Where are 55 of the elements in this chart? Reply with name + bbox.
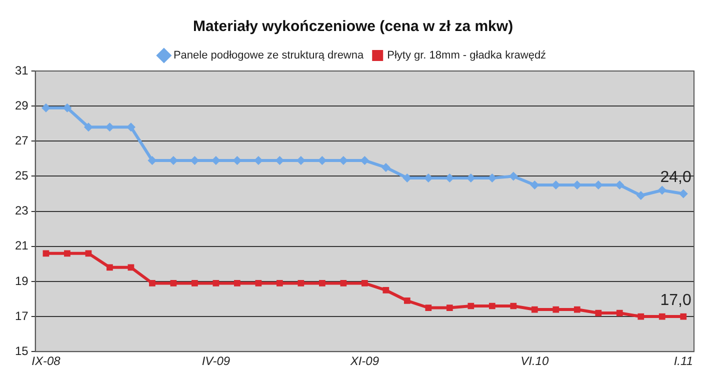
point: [319, 280, 326, 286]
point: [638, 313, 644, 320]
point: [531, 306, 538, 313]
point: [170, 280, 177, 286]
point: [42, 250, 50, 257]
point: [276, 280, 283, 286]
y-tick-label: 25: [14, 168, 29, 183]
point: [381, 162, 390, 172]
x-tick-label: VI.10: [520, 354, 549, 368]
point: [340, 280, 347, 286]
point: [212, 280, 220, 286]
y-tick-label: 23: [14, 204, 29, 218]
point: [680, 313, 687, 320]
point: [404, 298, 410, 304]
point: [616, 310, 623, 316]
point: [84, 122, 93, 132]
data-label: 17,0: [660, 292, 692, 309]
point: [678, 189, 688, 198]
point: [658, 186, 667, 195]
point: [552, 306, 560, 313]
y-tick-label: 29: [14, 98, 29, 112]
y-tick-label: 15: [14, 344, 29, 358]
x-tick-label: XI-09: [349, 354, 380, 368]
point: [595, 310, 602, 316]
y-tick-label: 21: [14, 238, 29, 253]
point: [298, 280, 304, 286]
point: [64, 250, 70, 257]
point: [255, 280, 262, 286]
y-tick-label: 17: [14, 308, 29, 323]
x-tick-label: IV-09: [202, 354, 230, 368]
point: [425, 304, 432, 311]
point: [658, 313, 666, 320]
point: [382, 287, 390, 294]
point: [361, 280, 368, 286]
point: [510, 302, 517, 310]
point: [574, 306, 580, 313]
y-tick-label: 19: [14, 274, 29, 288]
point: [192, 280, 198, 286]
point: [488, 302, 496, 310]
y-tick-label: 27: [14, 133, 29, 148]
point: [41, 103, 50, 112]
legend-label: Panele podłogowe ze strukturą drewna: [173, 50, 364, 62]
y-tick-label: 31: [14, 63, 29, 78]
point: [446, 304, 453, 311]
point: [149, 280, 156, 286]
point: [106, 264, 113, 271]
x-tick-label: I.11: [674, 354, 693, 368]
point: [636, 191, 646, 200]
legend-label: Płyty gr. 18mm - gładka krawędź: [387, 50, 546, 62]
x-tick-label: IX-08: [32, 354, 61, 368]
chart-title: Materiały wykończeniowe (cena w zł za mkw): [192, 18, 514, 36]
point: [85, 250, 92, 257]
point: [128, 264, 134, 271]
point: [234, 280, 240, 286]
point: [468, 302, 474, 310]
